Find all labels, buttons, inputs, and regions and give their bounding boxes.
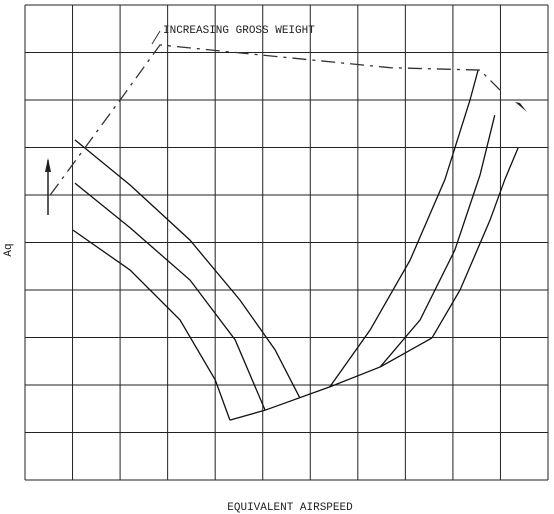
curve <box>74 139 301 399</box>
curve <box>431 147 519 339</box>
curve <box>72 229 231 421</box>
curve <box>49 44 501 196</box>
curve <box>74 182 266 411</box>
annotation: INCREASING GROSS WEIGHT <box>163 25 315 37</box>
y-axis-label: Aq <box>3 243 15 256</box>
arrow-head <box>515 102 527 112</box>
x-axis-label: EQUIVALENT AIRSPEED <box>227 502 353 514</box>
curve <box>379 115 496 368</box>
curve <box>229 337 433 421</box>
arrow-head <box>45 158 51 172</box>
curve <box>329 69 479 388</box>
annotation-leader <box>151 30 161 45</box>
